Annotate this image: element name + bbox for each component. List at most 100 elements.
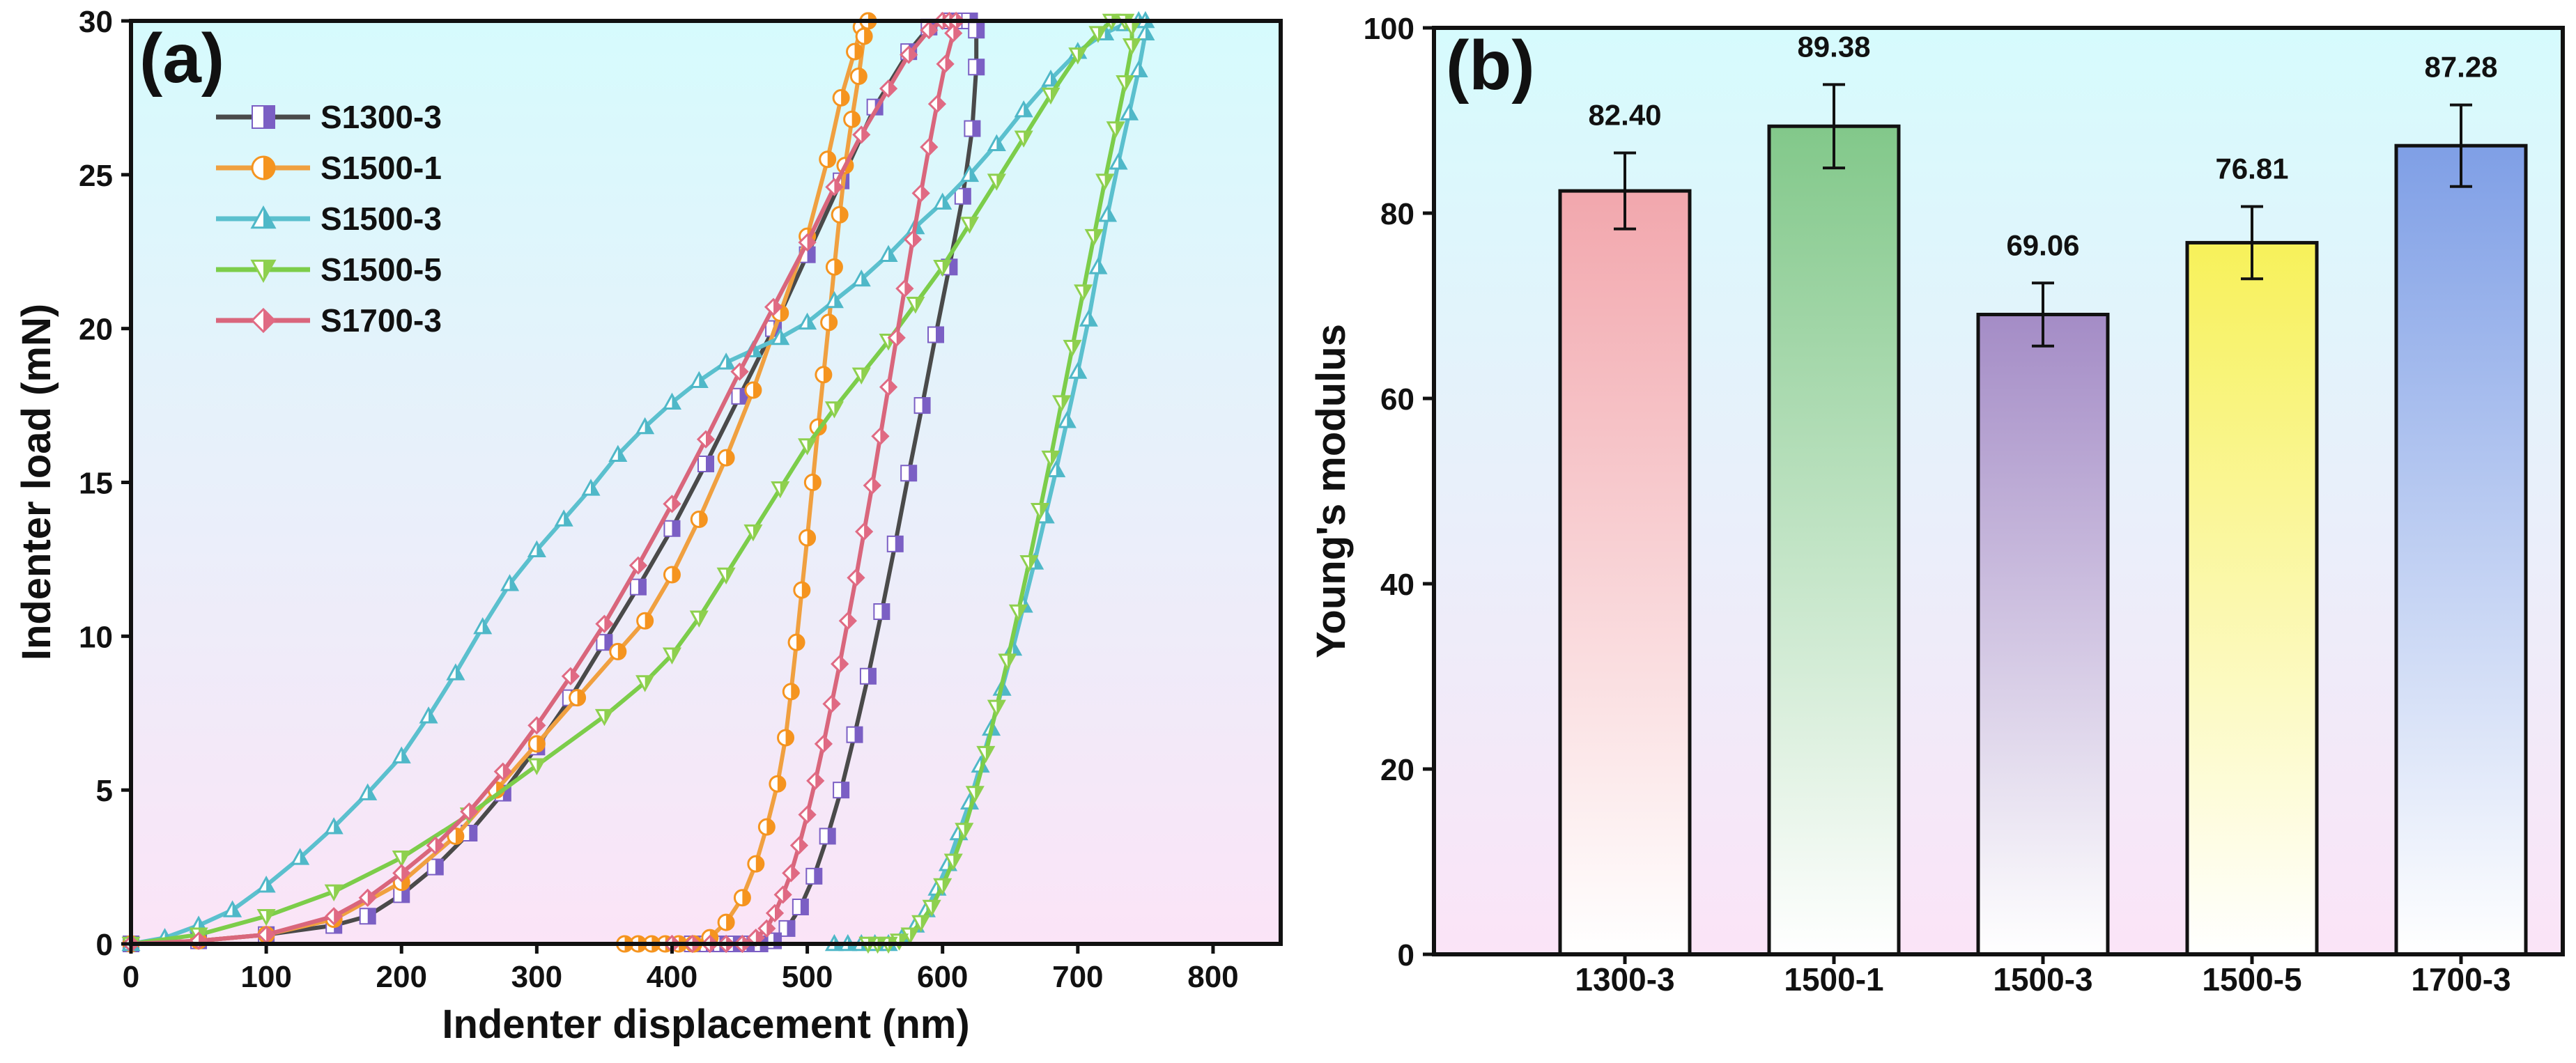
- marker: [861, 127, 870, 143]
- legend-item: S1500-1: [216, 150, 442, 186]
- marker: [699, 373, 707, 387]
- marker: [780, 329, 788, 344]
- marker: [334, 885, 342, 899]
- marker: [435, 859, 443, 875]
- marker: [799, 837, 807, 853]
- marker: [1077, 364, 1086, 378]
- marker: [570, 668, 578, 684]
- y-tick-label: 0: [96, 928, 113, 962]
- marker: [895, 536, 903, 552]
- marker: [726, 568, 734, 582]
- marker: [232, 902, 240, 917]
- marker: [577, 690, 585, 706]
- panel-a-x-axis-title: Indenter displacement (nm): [442, 1002, 969, 1047]
- panel-b-ticks: 0 20 40 60 80 100 1300-3 1500-1 1500-3 1500-5 1700…: [1364, 12, 2511, 998]
- marker: [996, 136, 1005, 150]
- y-tick-label: 80: [1380, 197, 1414, 231]
- marker: [851, 111, 860, 127]
- marker: [1097, 259, 1106, 274]
- bar-group-1700-3: 87.28: [2394, 51, 2528, 956]
- marker: [753, 382, 761, 398]
- marker: [861, 272, 870, 286]
- marker: [266, 878, 275, 892]
- x-category-label: 1300-3: [1575, 961, 1674, 998]
- marker: [699, 612, 707, 626]
- marker: [867, 668, 876, 684]
- marker: [780, 482, 788, 497]
- marker: [199, 928, 207, 942]
- marker: [785, 730, 794, 746]
- marker: [854, 727, 863, 743]
- y-tick-label: 100: [1364, 12, 1414, 46]
- marker: [1104, 174, 1113, 189]
- marker: [1132, 39, 1140, 54]
- y-tick-label: 30: [79, 5, 113, 39]
- marker: [1116, 122, 1124, 137]
- x-category-label: 1500-5: [2202, 961, 2301, 998]
- marker: [807, 247, 815, 263]
- bar-value-label: 69.06: [2006, 228, 2079, 261]
- marker: [996, 174, 1005, 189]
- marker: [766, 819, 775, 835]
- marker: [936, 96, 945, 112]
- marker: [854, 44, 863, 60]
- marker: [1083, 285, 1091, 300]
- marker: [840, 656, 848, 672]
- marker: [617, 447, 626, 461]
- marker: [831, 696, 840, 712]
- marker: [469, 804, 477, 820]
- marker: [976, 22, 985, 38]
- panel-a-y-axis-title: Indenter load (mN): [14, 304, 59, 660]
- marker: [807, 314, 815, 329]
- marker: [263, 309, 275, 332]
- marker: [672, 496, 680, 512]
- marker: [801, 582, 810, 598]
- panel-a-legend: S1300-3 S1500-1 S1500-3 S1500-5 S1700-3: [216, 99, 442, 339]
- marker: [300, 850, 308, 864]
- marker: [1051, 451, 1058, 466]
- marker: [739, 388, 748, 404]
- marker: [773, 299, 782, 315]
- bar: [1767, 124, 1901, 956]
- marker: [367, 908, 376, 924]
- marker: [909, 465, 917, 481]
- marker: [739, 364, 748, 380]
- panel-b-bars-layer: 82.40 89.38 69.06 76.81 87.28: [1558, 30, 2528, 956]
- marker: [617, 644, 626, 660]
- y-tick-label: 40: [1380, 568, 1414, 602]
- marker: [1024, 102, 1032, 116]
- marker: [1067, 413, 1075, 427]
- marker: [1088, 311, 1097, 326]
- marker: [755, 930, 764, 946]
- bar-value-label: 89.38: [1797, 30, 1870, 63]
- marker: [755, 856, 764, 872]
- marker: [455, 828, 463, 844]
- marker: [1077, 48, 1086, 63]
- marker: [1107, 207, 1116, 222]
- panel-b-frame: [1432, 26, 2565, 956]
- marker: [263, 157, 275, 179]
- marker: [1051, 88, 1058, 102]
- marker: [864, 524, 872, 540]
- marker: [766, 920, 775, 936]
- marker: [953, 854, 962, 869]
- marker: [429, 708, 437, 722]
- marker: [699, 511, 707, 527]
- marker: [780, 305, 788, 321]
- legend-item: S1300-3: [216, 99, 442, 135]
- x-category-label: 1500-1: [1784, 961, 1883, 998]
- x-tick-label: 700: [1052, 960, 1103, 994]
- y-tick-label: 20: [79, 313, 113, 347]
- marker: [1072, 341, 1081, 355]
- marker: [1145, 25, 1153, 40]
- marker: [773, 320, 782, 336]
- marker: [263, 106, 275, 128]
- marker: [367, 890, 376, 906]
- marker: [537, 736, 545, 752]
- marker: [864, 29, 872, 45]
- marker: [401, 865, 410, 881]
- marker: [591, 481, 599, 495]
- marker: [502, 785, 511, 801]
- panel-a-ticks: 0 100 200 300 400 500 600 700 800 0 5 10 15 20 25 30: [79, 5, 1239, 994]
- marker: [791, 865, 799, 881]
